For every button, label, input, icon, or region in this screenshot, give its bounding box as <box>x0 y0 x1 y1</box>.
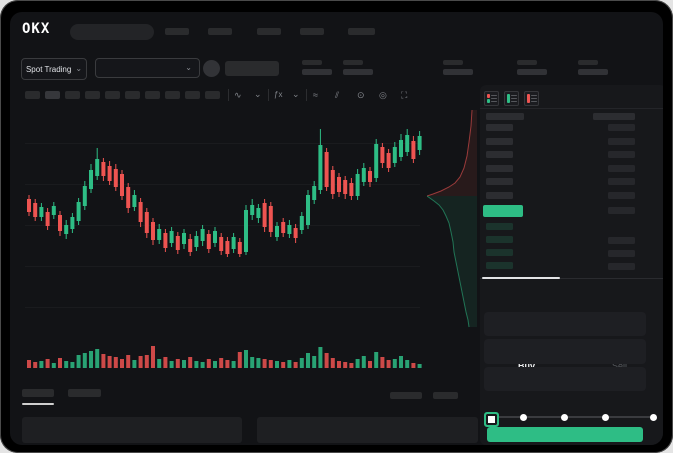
divider <box>228 89 229 101</box>
bottom-action-2[interactable] <box>433 392 458 399</box>
timeframe-button[interactable] <box>185 91 200 99</box>
indicators-icon[interactable]: ƒx <box>274 90 283 99</box>
bottom-active-tab-indicator <box>22 403 54 405</box>
nav-item-1[interactable] <box>165 28 189 35</box>
nav-item-3[interactable] <box>257 28 281 35</box>
depth-chart[interactable] <box>427 108 477 328</box>
search-input[interactable] <box>70 24 154 40</box>
coin-avatar <box>203 60 220 77</box>
chart-style-chevron-icon[interactable]: ⌄ <box>254 89 262 99</box>
okx-logo[interactable]: OKX <box>22 21 51 37</box>
slider-step-dot[interactable] <box>650 414 657 421</box>
slider-step-dot[interactable] <box>602 414 609 421</box>
nav-item-5[interactable] <box>348 28 375 35</box>
active-tab-indicator <box>482 277 560 279</box>
buy-submit-button[interactable] <box>487 427 643 442</box>
pair-selector-dropdown[interactable]: ⌄ <box>95 58 200 78</box>
orderbook-view-combined-icon[interactable] <box>484 91 499 106</box>
gridline <box>25 184 420 185</box>
fullscreen-icon[interactable]: ⛶ <box>401 90 408 100</box>
bottom-action-1[interactable] <box>390 392 422 399</box>
total-input[interactable] <box>484 367 646 391</box>
orderbook-view-bids-icon[interactable] <box>504 91 519 106</box>
divider <box>306 89 307 101</box>
market-type-label: Spot Trading <box>25 64 72 74</box>
amount-input[interactable] <box>484 339 646 364</box>
order-book-panel: Buy Sell <box>480 85 663 445</box>
timeframe-button[interactable] <box>85 91 100 99</box>
chart-settings-icon[interactable]: ◎ <box>379 90 387 100</box>
snapshot-icon[interactable]: ⊙ <box>357 90 365 100</box>
timeframe-button[interactable] <box>205 91 220 99</box>
chart-style-icon[interactable]: ∿ <box>234 90 242 100</box>
app-window: OKX Spot Trading ⌄ ⌄ ∿ ⌄ ƒx ⌄ ≈ ⫽ ⊙ ◎ ⛶ <box>10 12 663 445</box>
divider <box>268 89 269 101</box>
amount-column-header <box>593 113 635 120</box>
last-price-badge[interactable] <box>483 205 523 217</box>
timeframe-button[interactable] <box>165 91 180 99</box>
drawing-tools-icon[interactable]: ⫽ <box>335 90 340 100</box>
tab-sell[interactable]: Sell <box>611 361 627 371</box>
amount-slider-track[interactable] <box>489 416 653 418</box>
gridline <box>25 307 420 308</box>
slider-step-dot[interactable] <box>520 414 527 421</box>
bottom-tab-open-orders[interactable] <box>22 389 54 397</box>
orderbook-view-asks-icon[interactable] <box>524 91 539 106</box>
compare-icon[interactable]: ≈ <box>313 90 318 100</box>
nav-item-4[interactable] <box>300 28 324 35</box>
timeframe-button[interactable] <box>45 91 60 99</box>
pair-name-placeholder <box>225 61 279 76</box>
orders-table-placeholder <box>257 417 478 443</box>
slider-step-dot[interactable] <box>561 414 568 421</box>
timeframe-button[interactable] <box>25 91 40 99</box>
amount-slider-handle[interactable] <box>484 412 499 427</box>
price-column-header <box>486 113 524 120</box>
divider <box>480 278 663 279</box>
gridline <box>25 266 420 267</box>
nav-item-2[interactable] <box>208 28 232 35</box>
market-type-selector[interactable]: Spot Trading ⌄ <box>21 58 87 80</box>
bottom-tab-order-history[interactable] <box>68 389 101 397</box>
timeframe-button[interactable] <box>105 91 120 99</box>
timeframe-button[interactable] <box>125 91 140 99</box>
last-price-amount <box>608 207 635 214</box>
divider <box>480 108 663 109</box>
indicators-chevron-icon[interactable]: ⌄ <box>292 89 300 99</box>
price-input[interactable] <box>484 312 646 336</box>
chevron-down-icon: ⌄ <box>185 63 192 72</box>
chevron-down-icon: ⌄ <box>75 64 83 73</box>
timeframe-button[interactable] <box>145 91 160 99</box>
timeframe-button[interactable] <box>65 91 80 99</box>
orders-table-placeholder <box>22 417 242 443</box>
tab-buy[interactable]: Buy <box>517 361 535 371</box>
candlestick-chart[interactable] <box>23 110 425 372</box>
gridline <box>25 143 420 144</box>
gridline <box>25 225 420 226</box>
